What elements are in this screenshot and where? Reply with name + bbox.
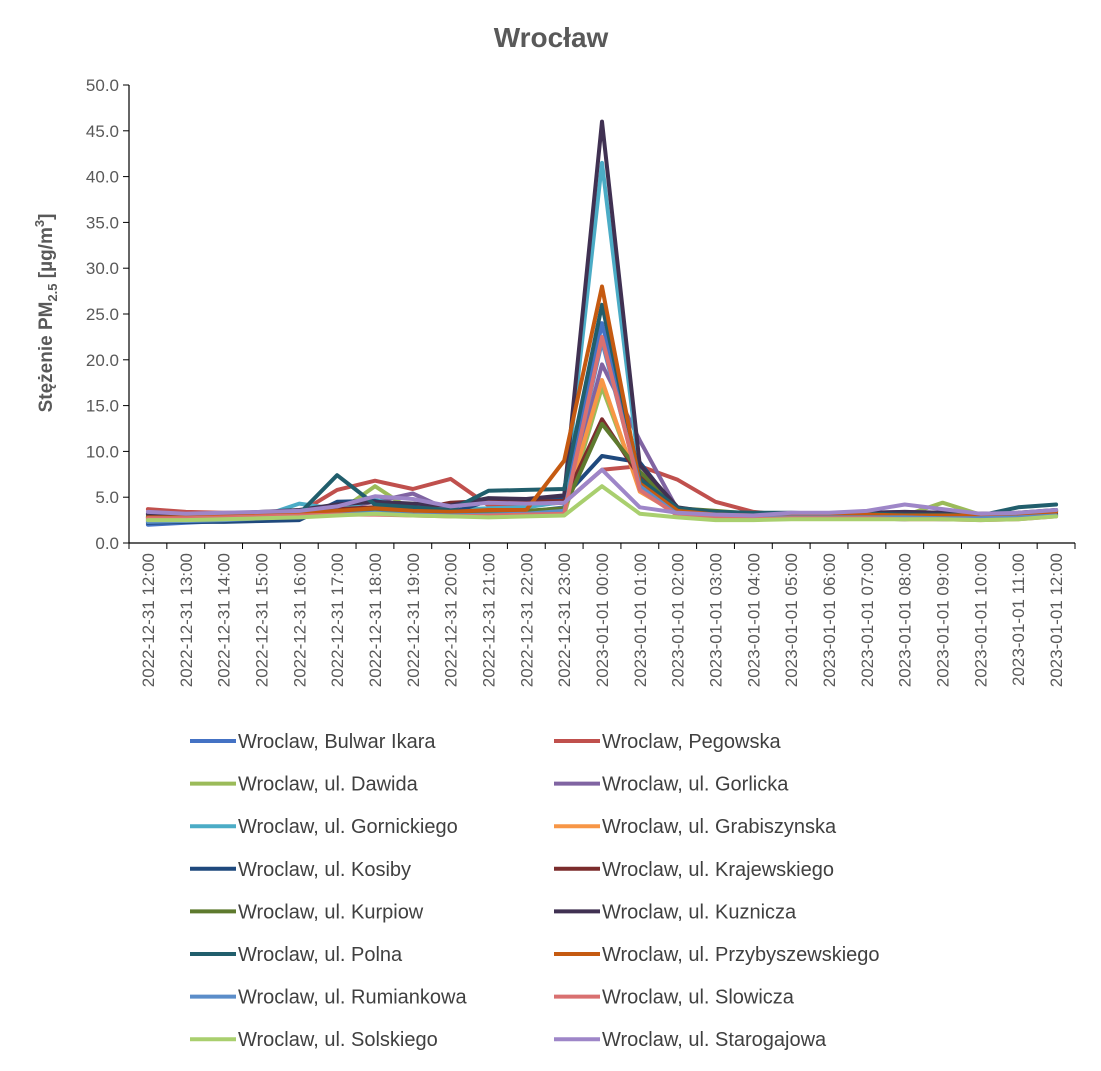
- legend-item: Wroclaw, ul. Solskiego: [190, 1029, 438, 1051]
- legend-label: Wroclaw, ul. Kosiby: [238, 859, 411, 881]
- legend-item: Wroclaw, ul. Grabiszynska: [554, 816, 837, 838]
- y-axis-label-superscript: 3: [32, 220, 47, 227]
- legend-label: Wroclaw, ul. Rumiankowa: [238, 987, 467, 1009]
- x-tick-label: 2022-12-31 13:00: [177, 553, 196, 687]
- legend-label: Wroclaw, ul. Grabiszynska: [602, 816, 837, 838]
- y-axis-label: Stężenie PM2.5 [µg/m3]: [32, 214, 60, 413]
- x-tick-label: 2023-01-01 08:00: [896, 553, 915, 687]
- x-tick-label: 2023-01-01 00:00: [593, 553, 612, 687]
- series-lines: [145, 119, 1059, 527]
- legend-item: Wroclaw, ul. Przybyszewskiego: [554, 944, 880, 966]
- y-tick-label: 40.0: [86, 168, 119, 187]
- legend-label: Wroclaw, ul. Starogajowa: [602, 1029, 827, 1051]
- x-tick-label: 2023-01-01 12:00: [1047, 553, 1066, 687]
- y-axis-label-unit-close: ]: [36, 214, 57, 220]
- legend: Wroclaw, Bulwar Ikara Wroclaw, Pegowska Wr…: [190, 731, 880, 1051]
- x-tick-label: 2022-12-31 18:00: [366, 553, 385, 687]
- x-tick-label: 2023-01-01 03:00: [707, 553, 726, 687]
- x-tick-label: 2022-12-31 22:00: [517, 553, 536, 687]
- legend-label: Wroclaw, ul. Kurpiow: [238, 901, 424, 923]
- y-tick-label: 50.0: [86, 76, 119, 95]
- x-tick-label: 2022-12-31 20:00: [442, 553, 461, 687]
- x-tick-label: 2023-01-01 04:00: [744, 553, 763, 687]
- series-line: [145, 385, 1059, 522]
- x-tick-label: 2023-01-01 02:00: [669, 553, 688, 687]
- legend-item: Wroclaw, ul. Rumiankowa: [190, 987, 467, 1009]
- legend-item: Wroclaw, ul. Dawida: [190, 774, 419, 796]
- y-axis-label-main: Stężenie PM: [36, 302, 57, 413]
- legend-label: Wroclaw, ul. Slowicza: [602, 987, 795, 1009]
- y-axis-label-unit: [µg/m: [36, 227, 57, 283]
- y-tick-label: 5.0: [95, 488, 119, 507]
- legend-item: Wroclaw, ul. Polna: [190, 944, 403, 966]
- y-tick-label: 25.0: [86, 305, 119, 324]
- y-axis-label-subscript: 2.5: [45, 283, 60, 301]
- x-tick-label: 2022-12-31 23:00: [555, 553, 574, 687]
- y-tick-label: 15.0: [86, 397, 119, 416]
- x-tick-label: 2023-01-01 06:00: [820, 553, 839, 687]
- series-line: [145, 378, 1059, 523]
- x-tick-label: 2023-01-01 05:00: [782, 553, 801, 687]
- legend-item: Wroclaw, ul. Starogajowa: [554, 1029, 827, 1051]
- legend-label: Wroclaw, ul. Dawida: [238, 774, 419, 796]
- x-tick-label: 2022-12-31 15:00: [252, 553, 271, 687]
- legend-label: Wroclaw, ul. Gornickiego: [238, 816, 458, 838]
- legend-label: Wroclaw, Bulwar Ikara: [238, 731, 436, 753]
- legend-label: Wroclaw, ul. Solskiego: [238, 1029, 438, 1051]
- x-tick-label: 2023-01-01 07:00: [858, 553, 877, 687]
- series-line: [145, 284, 1059, 520]
- x-tick-label: 2023-01-01 01:00: [631, 553, 650, 687]
- legend-item: Wroclaw, ul. Kuznicza: [554, 901, 797, 923]
- x-tick-label: 2022-12-31 16:00: [290, 553, 309, 687]
- x-tick-label: 2023-01-01 11:00: [1009, 553, 1028, 686]
- x-tick-label: 2022-12-31 14:00: [215, 553, 234, 687]
- x-tick-label: 2023-01-01 10:00: [971, 553, 990, 687]
- x-tick-label: 2023-01-01 09:00: [934, 553, 953, 687]
- y-tick-label: 30.0: [86, 259, 119, 278]
- y-tick-label: 35.0: [86, 213, 119, 232]
- legend-item: Wroclaw, Bulwar Ikara: [190, 731, 436, 753]
- legend-label: Wroclaw, ul. Gorlicka: [602, 774, 789, 796]
- y-tick-label: 0.0: [95, 534, 119, 553]
- series-line: [145, 467, 1059, 518]
- legend-item: Wroclaw, ul. Kurpiow: [190, 901, 424, 923]
- legend-item: Wroclaw, ul. Gorlicka: [554, 774, 789, 796]
- chart-title: Wrocław: [494, 22, 609, 53]
- legend-item: Wroclaw, ul. Krajewskiego: [554, 859, 834, 881]
- legend-label: Wroclaw, ul. Kuznicza: [602, 901, 797, 923]
- legend-label: Wroclaw, Pegowska: [602, 731, 781, 753]
- legend-label: Wroclaw, ul. Krajewskiego: [602, 859, 834, 881]
- x-tick-label: 2022-12-31 17:00: [328, 553, 347, 687]
- series-line: [145, 484, 1059, 523]
- y-tick-label: 45.0: [86, 122, 119, 141]
- axes: 0.0 5.0 10.0 15.0 20.0 25.0 30.0 35.0 40.0 45.0 50…: [86, 76, 1076, 687]
- legend-label: Wroclaw, ul. Przybyszewskiego: [602, 944, 880, 966]
- y-tick-label: 10.0: [86, 442, 119, 461]
- y-tick-label: 20.0: [86, 351, 119, 370]
- legend-item: Wroclaw, ul. Slowicza: [554, 987, 795, 1009]
- legend-item: Wroclaw, ul. Gornickiego: [190, 816, 458, 838]
- x-tick-label: 2022-12-31 12:00: [139, 553, 158, 687]
- legend-item: Wroclaw, ul. Kosiby: [190, 859, 411, 881]
- legend-item: Wroclaw, Pegowska: [554, 731, 781, 753]
- legend-label: Wroclaw, ul. Polna: [238, 944, 403, 966]
- x-tick-label: 2022-12-31 21:00: [479, 553, 498, 687]
- x-tick-label: 2022-12-31 19:00: [404, 553, 423, 687]
